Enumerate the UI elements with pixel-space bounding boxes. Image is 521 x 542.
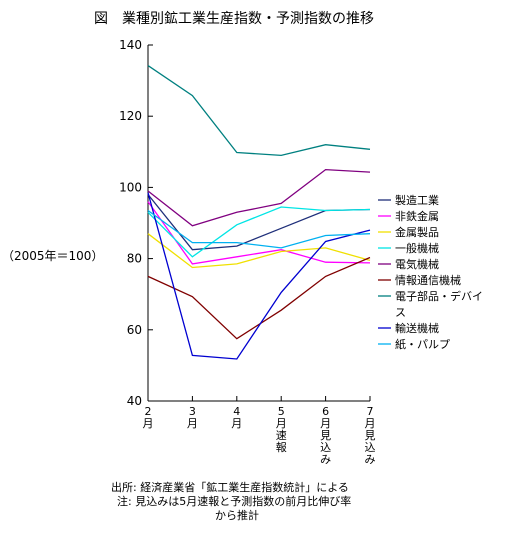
x-tick-label: 込 — [365, 441, 376, 454]
legend: 製造工業非鉄金属金属製品一般機械電気機械情報通信機械電子部品・デバイス輸送機械紙… — [378, 193, 483, 351]
series-line — [147, 194, 371, 251]
chart-title: 図 業種別鉱工業生産指数・予測指数の推移 — [94, 10, 374, 27]
x-tick-label: 見 — [365, 429, 376, 442]
x-tick-label: 5 — [278, 405, 285, 418]
x-tick-label: 見 — [320, 429, 331, 442]
x-tick-label: 月 — [231, 417, 242, 430]
legend-label: 金属製品 — [395, 225, 439, 239]
y-axis: 40 60 80 100 120 140 — [119, 38, 153, 408]
x-tick-label: 月 — [320, 417, 331, 430]
legend-label: 電子部品・デバイ — [395, 289, 483, 303]
x-tick-label: 込 — [320, 441, 331, 454]
x-tick-label: 4 — [233, 405, 240, 418]
series-line — [147, 206, 371, 258]
x-tick-label: 月 — [187, 417, 198, 430]
series-line — [147, 201, 371, 265]
y-tick-label: 100 — [119, 180, 142, 194]
x-tick-label: 報 — [276, 441, 287, 454]
y-tick-label: 40 — [127, 394, 142, 408]
legend-label: 一般機械 — [395, 241, 439, 255]
y-axis-label: （2005年＝100） — [2, 249, 103, 263]
x-tick-label: 7 — [367, 405, 374, 418]
legend-label: 情報通信機械 — [395, 273, 461, 287]
legend-label: ス — [395, 306, 406, 319]
legend-label: 非鉄金属 — [395, 209, 439, 223]
x-tick-label: 3 — [189, 405, 196, 418]
series-line — [147, 256, 371, 340]
x-tick-label: み — [320, 453, 331, 466]
x-tick-label: 速 — [276, 429, 287, 442]
series-lines — [147, 65, 371, 360]
y-tick-label: 140 — [119, 38, 142, 52]
y-tick-label: 120 — [119, 109, 142, 123]
x-tick-label: み — [365, 453, 376, 466]
plot-area — [147, 45, 370, 402]
legend-label: 製造工業 — [395, 193, 439, 207]
x-tick-label: 6 — [322, 405, 329, 418]
y-tick-label: 80 — [127, 252, 142, 266]
series-line — [147, 65, 371, 157]
x-tick-label: 月 — [365, 417, 376, 430]
legend-label: 輸送機械 — [395, 321, 439, 335]
y-tick-label: 60 — [127, 323, 142, 337]
x-tick-label: 月 — [143, 417, 154, 430]
x-tick-label: 2 — [145, 405, 152, 418]
series-line — [147, 209, 371, 249]
series-line — [147, 192, 371, 360]
source-note: 出所: 経済産業省「鉱工業生産指数統計」による — [111, 480, 349, 494]
legend-label: 紙・パルプ — [395, 337, 450, 351]
footnote-continued: から推計 — [215, 508, 259, 522]
legend-label: 電気機械 — [395, 257, 439, 271]
series-line — [147, 168, 371, 227]
footnote: 注: 見込みは5月速報と予測指数の前月比伸び率 — [117, 494, 351, 508]
series-line — [147, 233, 371, 269]
x-tick-label: 月 — [276, 417, 287, 430]
